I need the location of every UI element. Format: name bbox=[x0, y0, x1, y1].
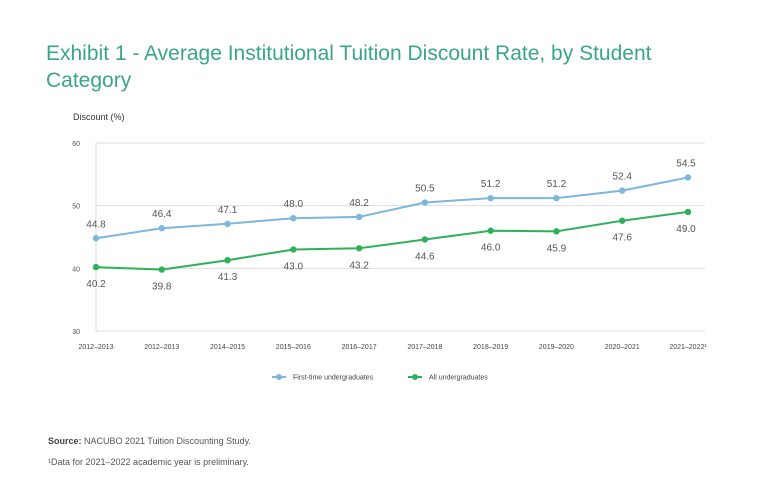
data-label: 52.4 bbox=[612, 172, 632, 183]
data-point bbox=[290, 215, 297, 222]
data-point bbox=[619, 187, 626, 194]
data-label: 48.0 bbox=[284, 199, 304, 210]
series-line bbox=[95, 210, 689, 271]
data-point bbox=[92, 263, 100, 271]
data-point bbox=[158, 266, 165, 273]
x-tick-label: 2012–2013 bbox=[144, 344, 179, 351]
chart-title: Exhibit 1 - Average Institutional Tuitio… bbox=[46, 42, 652, 92]
y-axis-label: Discount (%) bbox=[73, 112, 125, 122]
data-point bbox=[684, 208, 692, 216]
legend-marker bbox=[276, 374, 282, 380]
data-label: 39.8 bbox=[152, 282, 172, 293]
data-point bbox=[224, 256, 231, 264]
data-point bbox=[290, 246, 297, 253]
data-label: 46.0 bbox=[481, 243, 501, 254]
data-label: 50.5 bbox=[415, 184, 435, 195]
y-tick-label: 40 bbox=[72, 266, 80, 273]
data-labels: 44.8 46.4 47.1 48.0 48.2 50.5 51.2 51.2 52.4 54.5… bbox=[86, 158, 696, 292]
data-point bbox=[92, 235, 100, 242]
data-label: 44.6 bbox=[415, 252, 435, 263]
data-point bbox=[421, 236, 429, 243]
x-tick-label: 2014–2015 bbox=[210, 344, 245, 351]
x-tick-label: 2021–2022¹ bbox=[669, 344, 707, 351]
source-line: Source: NACUBO 2021 Tuition Discounting … bbox=[48, 436, 251, 446]
series-lines bbox=[95, 176, 689, 271]
data-point bbox=[487, 194, 494, 202]
data-point bbox=[619, 217, 626, 224]
x-tick-label: 2018–2019 bbox=[473, 344, 508, 351]
data-point bbox=[421, 199, 429, 206]
data-label: 45.9 bbox=[547, 243, 567, 254]
data-label: 51.2 bbox=[547, 179, 567, 190]
data-label: 43.2 bbox=[349, 260, 369, 271]
data-label: 44.8 bbox=[86, 219, 106, 230]
data-label: 46.4 bbox=[152, 209, 172, 220]
data-label: 40.2 bbox=[86, 279, 106, 290]
data-label: 51.2 bbox=[481, 179, 501, 190]
legend: First-time undergraduates All undergradua… bbox=[272, 374, 488, 382]
data-points bbox=[92, 174, 692, 273]
x-tick-label: 2019–2020 bbox=[539, 344, 574, 351]
grid-lines bbox=[95, 142, 705, 332]
data-label: 47.6 bbox=[612, 233, 632, 244]
data-point bbox=[158, 225, 165, 232]
data-label: 41.3 bbox=[218, 272, 238, 283]
x-tick-label: 2016–2017 bbox=[342, 344, 377, 351]
x-tick-label: 2020–2021 bbox=[605, 344, 640, 351]
legend-marker bbox=[412, 374, 418, 380]
y-tick-label: 60 bbox=[72, 141, 80, 148]
data-point bbox=[553, 194, 560, 202]
data-point bbox=[355, 213, 363, 221]
x-tick-label: 2017–2018 bbox=[407, 344, 442, 351]
footnote: ¹Data for 2021–2022 academic year is pre… bbox=[48, 457, 249, 467]
y-tick-label: 50 bbox=[72, 204, 80, 211]
data-label: 47.1 bbox=[218, 205, 238, 216]
data-point bbox=[355, 245, 363, 252]
legend-label: All undergraduates bbox=[429, 375, 488, 382]
data-point bbox=[553, 228, 560, 235]
series-line bbox=[95, 176, 689, 240]
x-tick-labels: 2012–2013 2012–2013 2014–2015 2015–2016 2016… bbox=[78, 344, 707, 351]
source-text: NACUBO 2021 Tuition Discounting Study. bbox=[81, 436, 251, 446]
y-tick-labels: 30 40 50 60 bbox=[72, 141, 80, 336]
data-label: 49.0 bbox=[676, 224, 696, 235]
data-point bbox=[487, 227, 494, 234]
x-tick-label: 2015–2016 bbox=[276, 344, 311, 351]
data-label: 43.0 bbox=[284, 262, 304, 273]
data-label: 54.5 bbox=[676, 158, 696, 169]
x-tick-label: 2012–2013 bbox=[78, 344, 113, 351]
y-tick-label: 30 bbox=[72, 329, 80, 336]
data-point bbox=[684, 174, 692, 181]
legend-label: First-time undergraduates bbox=[293, 375, 374, 382]
source-label: Source: bbox=[48, 436, 82, 446]
data-point bbox=[224, 220, 231, 228]
data-label: 48.2 bbox=[349, 198, 369, 209]
